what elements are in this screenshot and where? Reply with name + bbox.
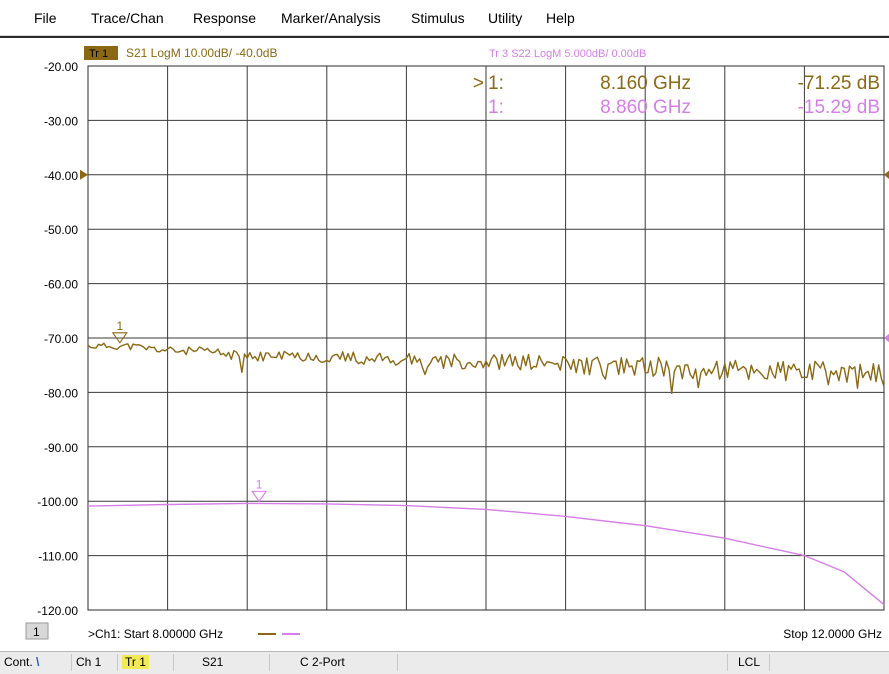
y-tick-labels: -20.00 -30.00 -40.00 -50.00 -60.00 -70.00 -80.…	[37, 60, 78, 618]
readout2-label: 1:	[488, 97, 504, 118]
readout1-value: -71.25 dB	[798, 73, 880, 94]
menu-utility[interactable]: Utility	[488, 10, 523, 26]
series-S21-line	[87, 342, 885, 395]
menu-marker-analysis[interactable]: Marker/Analysis	[281, 10, 381, 26]
status-trace-cell[interactable]: Tr 1	[118, 654, 174, 671]
trace1-header: S21 LogM 10.00dB/ -40.0dB	[126, 46, 277, 60]
y-tick-5: -70.00	[44, 332, 78, 346]
start-frequency: >Ch1: Start 8.00000 GHz	[88, 627, 223, 641]
trace3-header: Tr 3 S22 LogM 5.000dB/ 0.00dB	[489, 48, 646, 60]
ref-arrow-trace3	[884, 333, 889, 343]
status-trace: Tr 1	[122, 655, 149, 669]
status-bar: Cont. \ Ch 1 Tr 1 S21 C 2-Port LCL	[0, 651, 889, 674]
traces	[87, 342, 885, 606]
status-mode-label: Cont.	[4, 655, 33, 669]
y-tick-3: -50.00	[44, 223, 78, 237]
channel-box[interactable]	[25, 622, 49, 640]
readout1-active: >	[473, 73, 484, 94]
marker-S22[interactable]	[251, 490, 268, 503]
series-S22-line	[87, 502, 885, 606]
y-tick-8: -100.00	[37, 495, 78, 509]
ref-arrow-left	[80, 169, 88, 180]
trace1-badge[interactable]: Tr 1	[89, 48, 108, 60]
y-tick-6: -80.00	[44, 386, 78, 400]
menu-response[interactable]: Response	[193, 10, 257, 26]
status-mode-mark: \	[36, 655, 40, 669]
reference-arrows	[80, 169, 889, 343]
trace1-badge-bg	[84, 46, 118, 60]
stop-frequency: Stop 12.0000 GHz	[783, 627, 882, 641]
readout2-value: -15.29 dB	[798, 97, 880, 118]
menu-stimulus[interactable]: Stimulus	[411, 10, 465, 26]
ref-arrow-right	[884, 170, 889, 179]
menu-trace-chan[interactable]: Trace/Chan	[91, 10, 164, 26]
status-mode[interactable]: Cont. \	[0, 654, 72, 671]
status-lcl: LCL	[728, 654, 770, 671]
status-param[interactable]: S21	[174, 654, 270, 671]
marker-S22-label: 1	[256, 477, 263, 491]
status-empty	[398, 654, 728, 671]
marker-S21-label: 1	[116, 319, 123, 333]
channel-box-label: 1	[33, 625, 40, 639]
grid	[88, 66, 884, 610]
y-tick-9: -110.00	[38, 550, 78, 564]
readout1-label: 1:	[488, 73, 504, 94]
marker-S21[interactable]	[111, 332, 128, 344]
readout2-freq: 8.860 GHz	[600, 97, 691, 118]
y-tick-10: -120.00	[37, 604, 78, 618]
status-channel[interactable]: Ch 1	[72, 654, 118, 671]
y-tick-4: -60.00	[44, 278, 78, 292]
marker-readout-1: > 1: 8.160 GHz -71.25 dB	[473, 73, 880, 94]
chart-svg: Tr 1 S21 LogM 10.00dB/ -40.0dB Tr 3 S22 …	[25, 46, 889, 641]
measurement-window: Tr 1 S21 LogM 10.00dB/ -40.0dB Tr 3 S22 …	[0, 36, 889, 650]
y-tick-2: -40.00	[44, 169, 78, 183]
readout1-freq: 8.160 GHz	[600, 73, 691, 94]
y-tick-7: -90.00	[44, 441, 78, 455]
menu-help[interactable]: Help	[546, 10, 575, 26]
menu-file[interactable]: File	[34, 10, 57, 26]
marker-readout-2: 1: 8.860 GHz -15.29 dB	[488, 97, 880, 118]
menu-bar: File Trace/Chan Response Marker/Analysis…	[0, 0, 889, 36]
y-tick-1: -30.00	[44, 114, 78, 128]
status-cal[interactable]: C 2-Port	[270, 654, 398, 671]
y-tick-0: -20.00	[44, 60, 78, 74]
trace-markers: 11	[111, 319, 268, 503]
